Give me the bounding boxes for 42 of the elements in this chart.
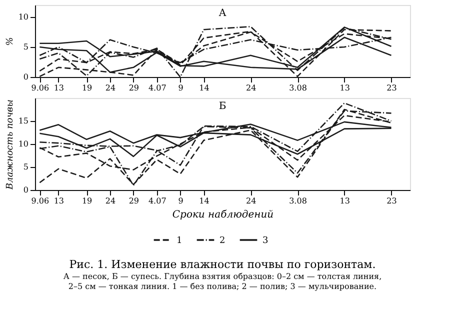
x-tick-label: 19	[82, 196, 92, 206]
annotation: Б	[218, 101, 226, 112]
x-tick-label: 24	[105, 196, 116, 206]
legend-label: 2	[220, 236, 226, 246]
x-tick-label: 19	[82, 84, 92, 92]
x-tick-label: 23	[386, 196, 397, 206]
x-tick-label: 24	[105, 84, 116, 92]
y-tick-label: 5	[23, 42, 28, 52]
y-tick-label: 0	[23, 186, 28, 194]
x-tick-label: 9	[178, 196, 184, 206]
x-tick-label: 3.08	[289, 196, 307, 206]
y-axis-title: %	[5, 37, 16, 46]
y-axis-title: Влажность почвы	[5, 99, 16, 191]
x-tick-label: 14	[199, 196, 210, 206]
x-tick-label: 29	[128, 84, 140, 92]
legend-label: 3	[262, 236, 268, 246]
x-tick-label: 24	[246, 84, 256, 92]
x-tick-label: 13	[54, 196, 64, 206]
text: Рис. 1. Изменение влажности почвы по горизонтам.	[69, 258, 376, 271]
y-tick-label: 10	[18, 12, 28, 22]
y-tick-label: 10	[18, 140, 28, 148]
x-tick-label: 13	[340, 196, 350, 206]
x-tick-label: 23	[386, 84, 397, 92]
text: 2–5 см — тонкая линия. 1 — без полива; 2 — полив; 3 — мульчирование.	[68, 282, 377, 291]
x-tick-label: 4.07	[148, 196, 166, 206]
y-tick-label: 0	[23, 72, 28, 82]
x-tick-label: 24	[246, 196, 256, 206]
x-tick-label: 29	[128, 196, 140, 206]
x-tick-label: 13	[340, 84, 350, 92]
y-tick-label: 15	[18, 116, 28, 126]
x-tick-label: 9	[178, 84, 184, 92]
x-tick-label: 9.06	[31, 84, 50, 92]
annotation: А	[218, 8, 227, 19]
y-tick-label: 5	[23, 162, 28, 172]
x-tick-label: 13	[54, 84, 64, 92]
text: А — песок, Б — супесь. Глубина взятия образцов: 0–2 см — толстая линия,	[63, 272, 382, 281]
x-tick-label: 3.08	[289, 84, 307, 92]
x-tick-label: 9.06	[31, 196, 50, 206]
x-axis-title: Сроки наблюдений	[172, 210, 274, 220]
legend-label: 1	[176, 236, 182, 246]
x-tick-label: 4.07	[148, 84, 166, 92]
x-tick-label: 14	[199, 84, 210, 92]
